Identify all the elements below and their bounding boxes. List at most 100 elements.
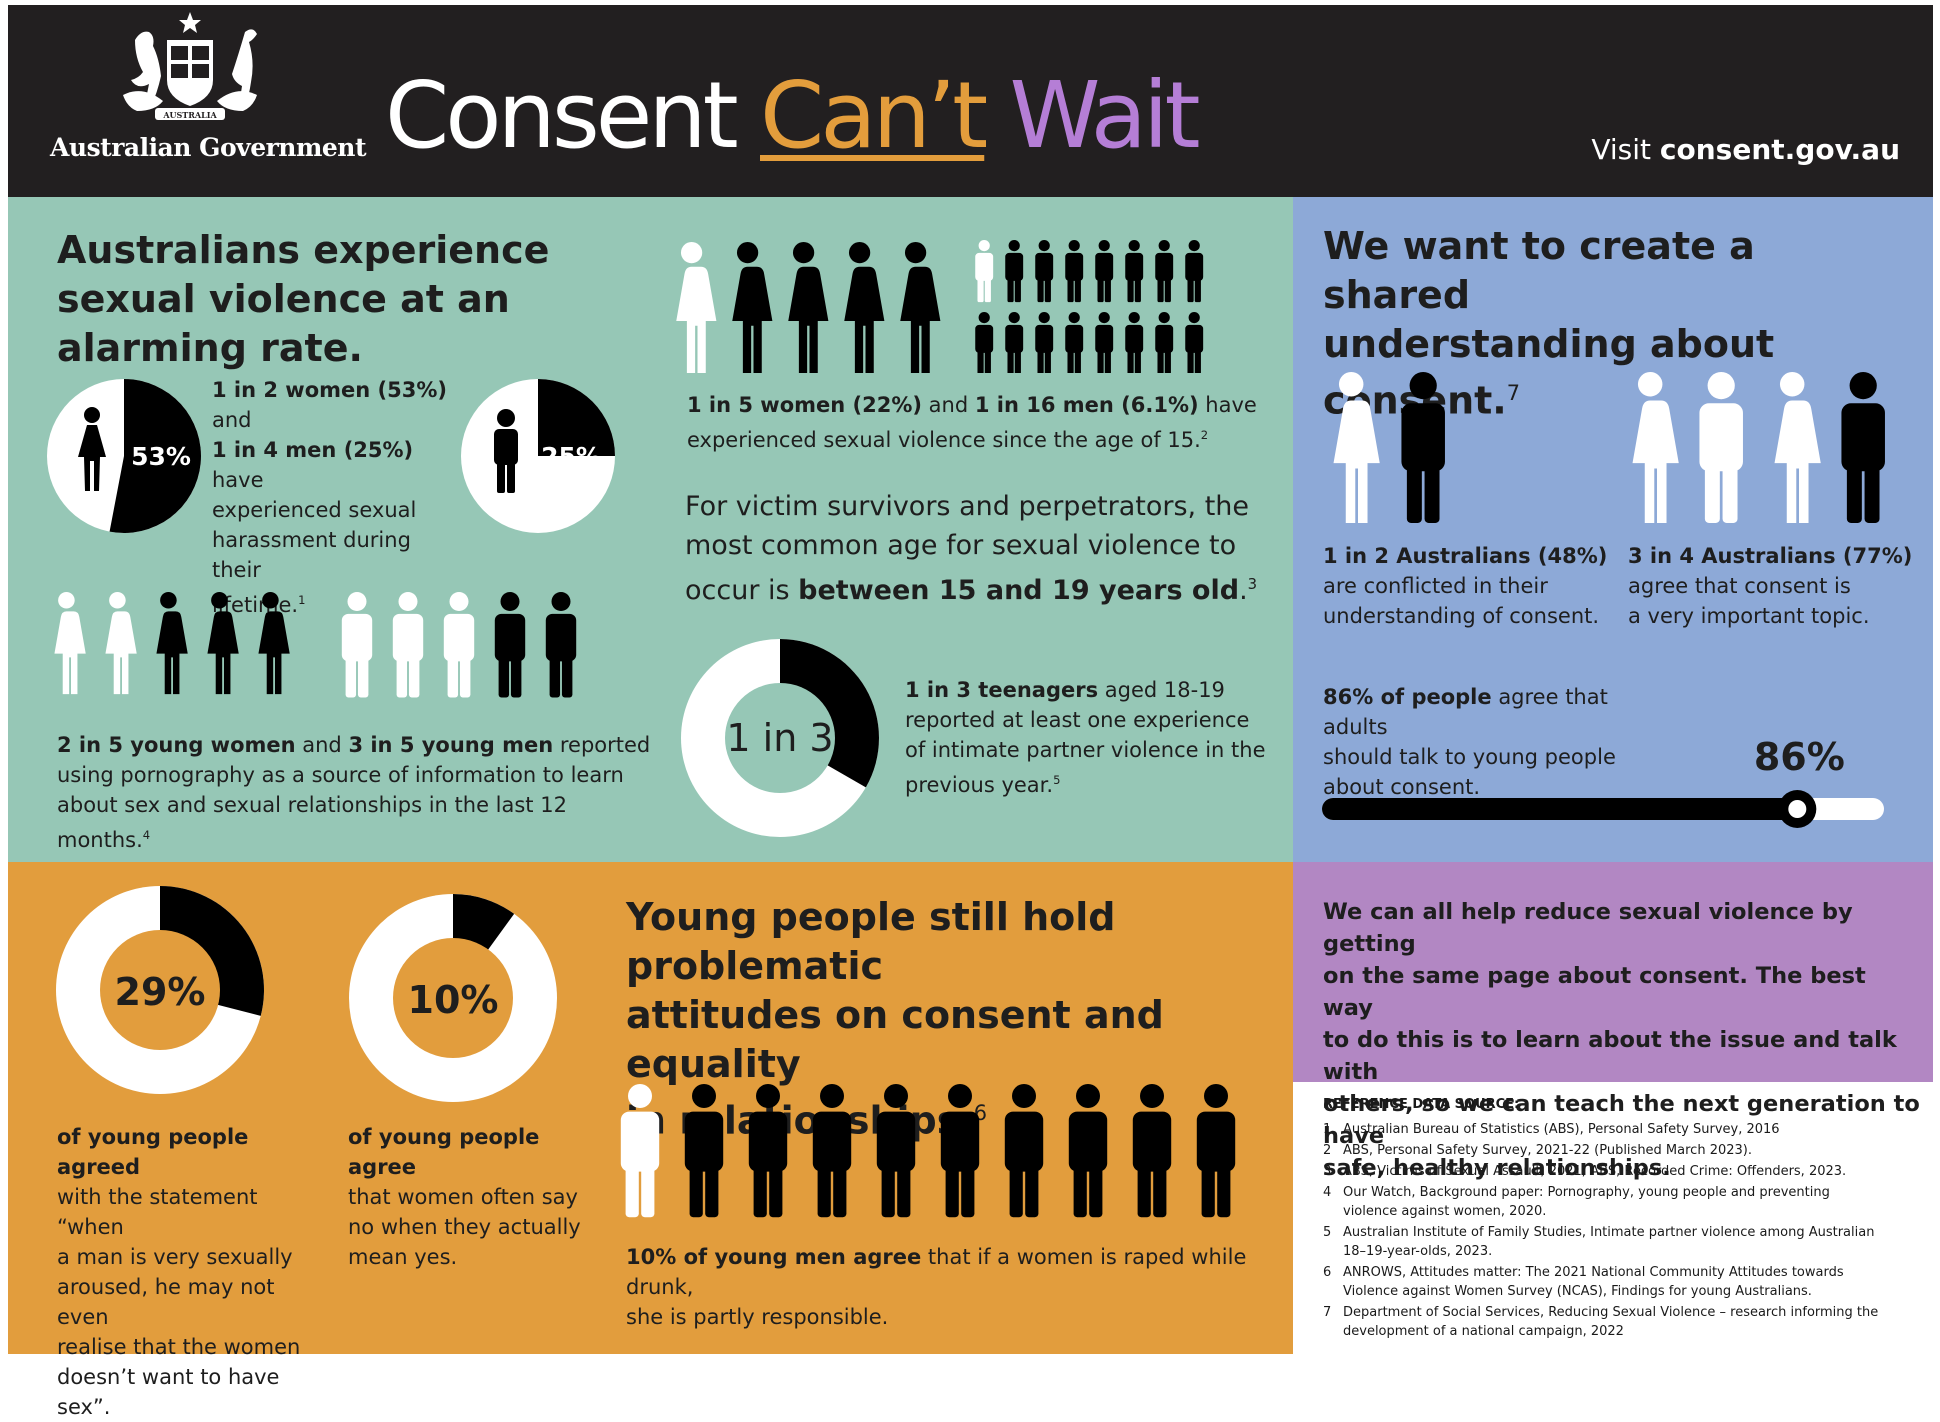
ref-marker: 1 bbox=[298, 593, 306, 607]
woman-figure-white bbox=[676, 242, 717, 373]
man-figure-black bbox=[1185, 312, 1204, 373]
porn-men-stat: 3 in 5 young men bbox=[348, 733, 554, 757]
man-figure-black bbox=[1004, 1084, 1044, 1218]
important-figures bbox=[1632, 372, 1885, 523]
man-figure-black bbox=[494, 592, 526, 698]
young-men-figures bbox=[620, 1084, 1236, 1218]
harassment-men-stat: 1 in 4 men (25%) bbox=[212, 438, 414, 462]
man-figure-black bbox=[1095, 240, 1114, 303]
campaign-title-part2: Can’t bbox=[760, 62, 988, 169]
reference-number: 6 bbox=[1323, 1265, 1332, 1280]
ipv-donut-label: 1 in 3 bbox=[726, 716, 833, 760]
man-figure-black bbox=[1068, 1084, 1108, 1218]
attitudes-heading-line1: Young people still hold problematic bbox=[626, 895, 1116, 988]
man-figure-black bbox=[1125, 312, 1144, 373]
reference-text: Department of Social Services, Reducing … bbox=[1343, 1305, 1879, 1339]
stat29-line4: aroused, he may not even bbox=[57, 1275, 275, 1329]
woman-figure-black bbox=[207, 592, 239, 695]
panel-shared-understanding bbox=[1293, 197, 1933, 862]
ref-marker: 7 bbox=[1506, 381, 1521, 405]
stat10-bold: of young people agree bbox=[348, 1125, 540, 1179]
reference-number: 4 bbox=[1323, 1185, 1332, 1200]
reference-item: 5 Australian Institute of Family Studies,… bbox=[1323, 1223, 1883, 1261]
stat10-text: of young people agree that women often s… bbox=[348, 1122, 608, 1272]
visit-url[interactable]: consent.gov.au bbox=[1659, 133, 1900, 166]
woman-figure-white bbox=[54, 592, 86, 695]
panel-statistics bbox=[8, 197, 1293, 862]
ipv-line3: of intimate partner violence in the bbox=[905, 738, 1266, 762]
ref-marker: 3 bbox=[1247, 575, 1258, 593]
man-figure-black bbox=[545, 592, 577, 698]
ipv-line4: previous year. bbox=[905, 773, 1054, 797]
young-men-rest: that if a women is raped while drunk, bbox=[626, 1245, 1247, 1299]
reference-item: 3 ABS, Victims of Sexual Assault, 2021; A… bbox=[1323, 1162, 1883, 1181]
ipv-rest: aged 18-19 bbox=[1098, 678, 1225, 702]
cta-line4: others, so we can teach the next generat… bbox=[1323, 1091, 1920, 1149]
men-pct-label: 25% bbox=[541, 442, 601, 471]
reference-text: Australian Bureau of Statistics (ABS), P… bbox=[1343, 1122, 1780, 1137]
ipv-text: 1 in 3 teenagers aged 18-19 reported at … bbox=[905, 675, 1275, 800]
reference-item: 6 ANROWS, Attitudes matter: The 2021 Nati… bbox=[1323, 1263, 1883, 1301]
reference-number: 5 bbox=[1323, 1225, 1332, 1240]
man-figure-black bbox=[748, 1084, 788, 1218]
reference-item: 2 ABS, Personal Safety Survey, 2021-22 (P… bbox=[1323, 1141, 1883, 1160]
reference-number: 2 bbox=[1323, 1143, 1332, 1158]
harassment-line3: experienced sexual bbox=[212, 498, 417, 522]
porn-line3: about sex and sexual relationships in th… bbox=[57, 793, 567, 852]
since15-rest: have bbox=[1198, 393, 1257, 417]
reference-number: 1 bbox=[1323, 1122, 1332, 1137]
attitudes-heading-line3: in relationships. bbox=[626, 1098, 974, 1143]
stat29-line3: a man is very sexually bbox=[57, 1245, 293, 1269]
stat29-bold: of young people agreed bbox=[57, 1125, 249, 1179]
stat29-label: 29% bbox=[115, 970, 206, 1014]
man-figure-white bbox=[392, 592, 424, 698]
woman-icon bbox=[78, 407, 106, 491]
porn-rest: reported bbox=[553, 733, 651, 757]
women-harassment-pie: 53% bbox=[47, 379, 201, 533]
man-figure-white bbox=[443, 592, 475, 698]
man-figure-white bbox=[341, 592, 373, 698]
man-figure-black bbox=[1005, 312, 1024, 373]
man-figure-black bbox=[1841, 372, 1885, 523]
woman-figure-black bbox=[788, 242, 829, 373]
reference-text: Our Watch, Background paper: Pornography… bbox=[1343, 1185, 1830, 1219]
reference-number: 7 bbox=[1323, 1305, 1332, 1320]
references-section: REFERENCE DATA SOURCE: 1 Australian Burea… bbox=[1323, 1097, 1883, 1343]
talk-line2: should talk to young people bbox=[1323, 745, 1616, 769]
man-figure-white bbox=[620, 1084, 660, 1218]
visit-prefix: Visit bbox=[1591, 133, 1660, 166]
since15-mid: and bbox=[921, 393, 975, 417]
stat10-label: 10% bbox=[408, 978, 499, 1022]
man-figure-black bbox=[1035, 240, 1054, 303]
man-figure-black bbox=[940, 1084, 980, 1218]
stat29-line5: realise that the women bbox=[57, 1335, 301, 1359]
man-figure-black bbox=[876, 1084, 916, 1218]
porn-women-stat: 2 in 5 young women bbox=[57, 733, 296, 757]
man-figure-black bbox=[1005, 240, 1024, 303]
man-figure-black bbox=[1155, 240, 1174, 303]
statistics-heading: Australians experience sexual violence a… bbox=[57, 228, 550, 370]
attitudes-heading: Young people still hold problematic atti… bbox=[626, 893, 1286, 1146]
ref-marker: 5 bbox=[1053, 773, 1061, 787]
important-stat: 3 in 4 Australians (77%) bbox=[1628, 544, 1913, 568]
stat29-text: of young people agreed with the statemen… bbox=[57, 1122, 327, 1422]
pornography-figures bbox=[54, 592, 577, 698]
man-figure-black bbox=[684, 1084, 724, 1218]
since15-women-stat: 1 in 5 women (22%) bbox=[687, 393, 922, 417]
campaign-title-part1: Consent bbox=[385, 62, 760, 169]
stat10-donut: 10% bbox=[349, 894, 557, 1102]
man-figure-white bbox=[1699, 372, 1743, 523]
porn-line2: using pornography as a source of informa… bbox=[57, 763, 624, 787]
age-line3-end: . bbox=[1239, 575, 1248, 606]
stat29-line6: doesn’t want to have sex”. bbox=[57, 1365, 280, 1419]
man-figure-black bbox=[1155, 312, 1174, 373]
conflicted-line3: understanding of consent. bbox=[1323, 604, 1600, 628]
man-figure-black bbox=[1185, 240, 1204, 303]
cta-line3: to do this is to learn about the issue a… bbox=[1323, 1027, 1897, 1085]
visit-link[interactable]: Visit consent.gov.au bbox=[1591, 133, 1900, 166]
since15-figures bbox=[676, 240, 1204, 373]
ref-marker: 4 bbox=[142, 828, 151, 842]
reference-text: Australian Institute of Family Studies, … bbox=[1343, 1225, 1875, 1259]
age-range: between 15 and 19 years old bbox=[798, 575, 1240, 606]
age-line1: For victim survivors and perpetrators, t… bbox=[685, 491, 1250, 522]
